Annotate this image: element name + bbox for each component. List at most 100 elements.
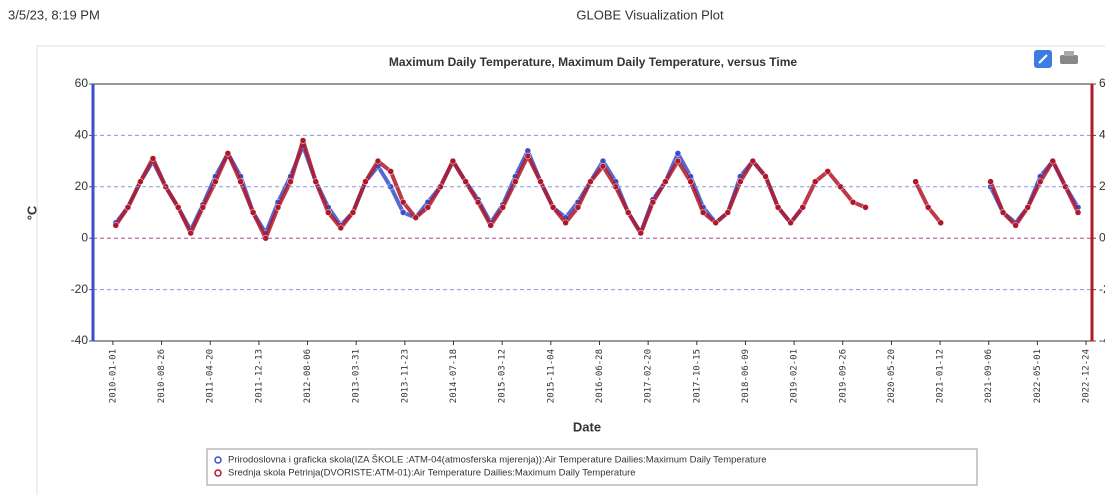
data-point <box>637 229 644 237</box>
data-point <box>462 178 469 185</box>
data-point <box>112 222 120 229</box>
data-point <box>812 178 819 185</box>
print-icon[interactable] <box>1060 51 1078 64</box>
x-tick-label: 2022-05-01 <box>1033 349 1043 403</box>
y-tick-label: -20 <box>71 282 89 296</box>
legend-label: Srednja skola Petrinja(DVORISTE:ATM-01):… <box>228 468 636 479</box>
data-point <box>149 155 157 162</box>
data-point <box>574 204 582 211</box>
x-tick-label: 2013-11-23 <box>400 349 410 403</box>
data-point <box>424 204 432 211</box>
link-icon[interactable] <box>1034 50 1052 68</box>
x-tick-label: 2015-03-12 <box>498 349 508 403</box>
data-point <box>924 204 932 211</box>
page-title: GLOBE Visualization Plot <box>576 7 724 22</box>
plot <box>112 137 1082 242</box>
data-point <box>212 178 219 185</box>
data-point <box>1049 157 1057 165</box>
data-point <box>1012 222 1019 229</box>
data-point <box>849 198 857 206</box>
data-point <box>412 214 419 221</box>
data-point <box>449 157 457 165</box>
x-tick-label: 2012-08-06 <box>303 349 313 403</box>
y2-tick-label: -20 <box>1099 282 1105 296</box>
data-point <box>362 178 369 185</box>
x-tick-label: 2016-06-28 <box>595 349 605 403</box>
data-point <box>312 178 320 185</box>
y2-tick-label: 60 <box>1099 76 1105 90</box>
chart-title: Maximum Daily Temperature, Maximum Daily… <box>389 55 797 69</box>
data-point <box>787 219 794 227</box>
y-tick-label: 0 <box>81 230 88 244</box>
data-point <box>124 204 132 211</box>
x-tick-label: 2011-04-20 <box>206 349 216 403</box>
chart-frame <box>36 45 1105 495</box>
data-point <box>774 204 782 211</box>
data-point <box>649 198 657 206</box>
data-point <box>712 219 719 227</box>
x-tick-label: 2021-01-12 <box>936 349 946 403</box>
data-point <box>824 168 832 175</box>
y-axis-label: °C <box>24 205 39 220</box>
x-tick-label: 2017-10-15 <box>692 349 702 403</box>
data-point <box>599 162 607 170</box>
data-point <box>699 209 707 216</box>
data-point <box>1037 178 1044 185</box>
data-point <box>174 204 182 211</box>
data-point <box>337 224 345 232</box>
data-point <box>799 204 806 211</box>
data-point <box>287 178 294 185</box>
data-point <box>987 178 994 185</box>
x-tick-label: 2018-06-09 <box>741 349 751 403</box>
x-tick-label: 2017-02-20 <box>644 349 654 403</box>
data-point <box>587 178 594 185</box>
y-tick-label: 20 <box>75 179 89 193</box>
data-point <box>274 204 282 211</box>
data-point <box>999 209 1007 216</box>
x-tick-label: 2011-12-13 <box>254 349 264 403</box>
x-tick-label: 2019-09-26 <box>838 349 848 403</box>
x-tick-label: 2019-02-01 <box>790 349 800 403</box>
data-point <box>624 209 632 216</box>
data-point <box>349 209 357 216</box>
data-point <box>937 219 944 227</box>
x-tick-label: 2020-05-20 <box>887 349 897 403</box>
data-point <box>912 178 919 185</box>
y-tick-label: 60 <box>75 76 89 90</box>
data-point <box>387 168 394 175</box>
data-point <box>862 204 869 211</box>
data-point <box>762 173 769 180</box>
y2-tick-label: 0 <box>1099 230 1105 244</box>
data-point <box>325 209 332 216</box>
y2-tick-label: -40 <box>1099 333 1105 347</box>
x-tick-label: 2010-08-26 <box>157 349 167 403</box>
timestamp: 3/5/23, 8:19 PM <box>8 7 100 22</box>
data-point <box>137 178 144 185</box>
data-point <box>549 204 557 211</box>
legend <box>206 448 978 486</box>
x-tick-label: 2022-12-24 <box>1082 349 1092 403</box>
data-point <box>199 204 207 211</box>
data-point <box>237 178 244 185</box>
data-point <box>1024 204 1031 211</box>
data-point <box>687 178 694 185</box>
data-point <box>474 198 482 206</box>
data-point <box>737 178 744 185</box>
x-tick-label: 2013-03-31 <box>352 349 362 403</box>
data-point <box>399 198 407 206</box>
data-point <box>674 157 682 165</box>
y-tick-label: -40 <box>71 333 89 347</box>
data-point <box>187 229 194 237</box>
x-axis-label: Date <box>573 419 601 434</box>
data-point <box>662 178 669 185</box>
legend-marker <box>214 456 222 464</box>
data-point <box>224 150 232 157</box>
data-point <box>487 222 494 229</box>
y2-tick-label: 40 <box>1099 128 1105 142</box>
data-point <box>537 178 544 185</box>
y-tick-label: 40 <box>75 128 89 142</box>
legend-label: Prirodoslovna i graficka skola(IZA ŠKOLE… <box>228 455 767 466</box>
data-point <box>512 178 519 185</box>
x-tick-label: 2015-11-04 <box>546 349 556 403</box>
data-point <box>562 219 569 227</box>
